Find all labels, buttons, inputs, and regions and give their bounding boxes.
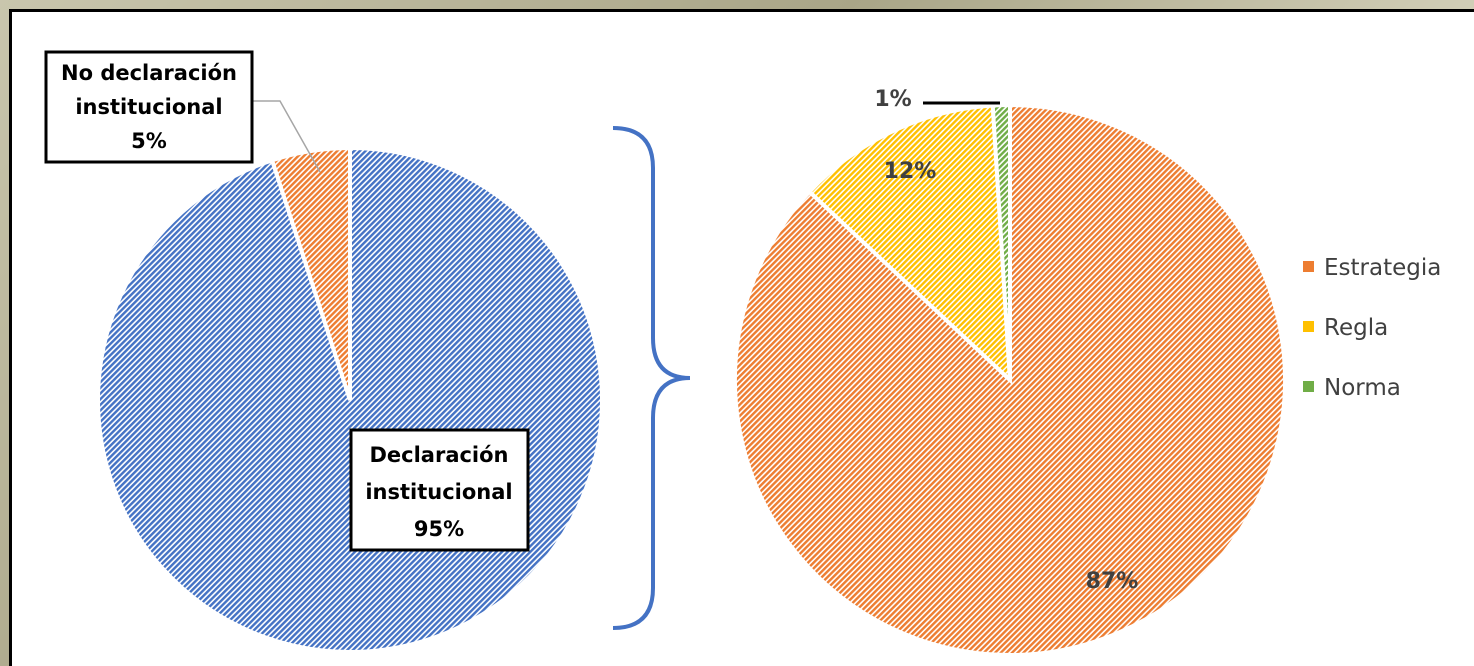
label-no-declaracion-box <box>44 50 254 164</box>
label-declaracion-line2: institucional <box>365 480 512 504</box>
label-declaracion: Declaración institucional 95% <box>349 428 530 552</box>
legend-label-norma: Norma <box>1324 375 1401 401</box>
legend-swatch-estrategia <box>1303 261 1314 272</box>
label-declaracion-value: 95% <box>414 517 464 541</box>
label-declaracion-box <box>349 428 530 552</box>
label-no-declaracion-value: 5% <box>131 129 167 153</box>
label-no-declaracion: No declaración institucional 5% <box>44 50 254 164</box>
legend-label-regla: Regla <box>1324 315 1388 341</box>
legend: Estrategia Regla Norma <box>1303 255 1441 401</box>
legend-label-estrategia: Estrategia <box>1324 255 1441 281</box>
left-pie <box>96 145 605 654</box>
legend-item-estrategia: Estrategia <box>1303 255 1441 281</box>
pie2-slice-regla <box>806 103 1013 385</box>
pie2-label-estrategia: 87% <box>1086 569 1139 594</box>
label-declaracion-line1: Declaración <box>369 443 508 467</box>
pie2-slice-norma <box>990 102 1012 381</box>
label-no-declaracion-line1: No declaración <box>61 61 237 85</box>
pie2-slice-estrategia <box>733 102 1287 657</box>
pie1-slice-no-declaracion-institucional <box>269 145 352 401</box>
legend-item-norma: Norma <box>1303 375 1401 401</box>
legend-item-regla: Regla <box>1303 315 1388 341</box>
legend-swatch-norma <box>1303 381 1314 392</box>
bracket-connector <box>612 126 691 630</box>
right-pie <box>733 102 1287 657</box>
legend-swatch-regla <box>1303 321 1314 332</box>
label-no-declaracion-line2: institucional <box>75 95 222 119</box>
pie2-label-norma: 1% <box>874 87 911 112</box>
pie2-label-regla: 12% <box>884 159 937 184</box>
left-pie-leader-line <box>252 100 321 173</box>
